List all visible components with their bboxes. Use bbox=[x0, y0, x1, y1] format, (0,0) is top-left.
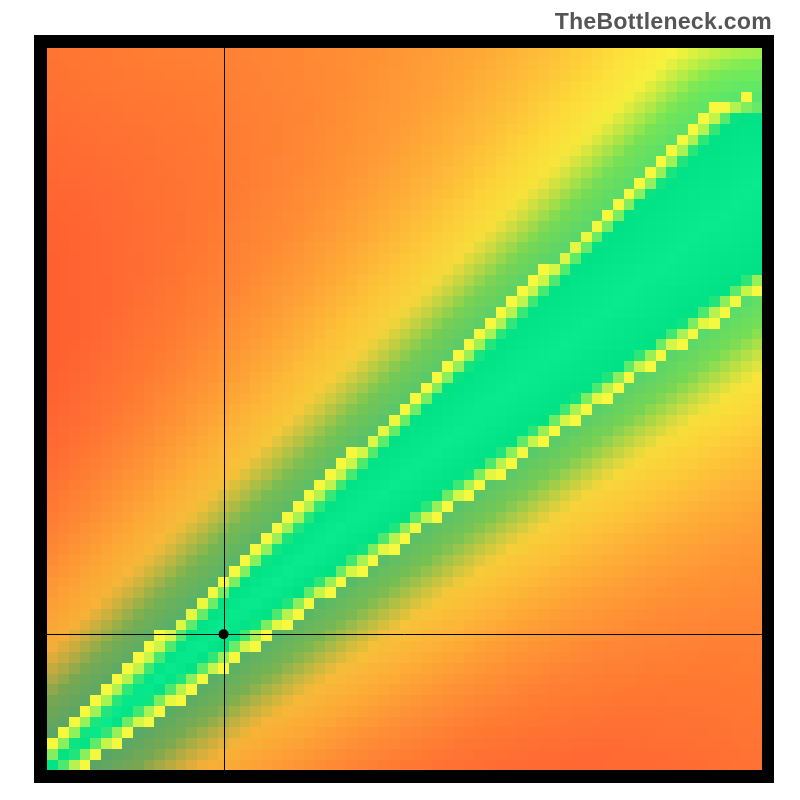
watermark-text: TheBottleneck.com bbox=[555, 8, 772, 35]
crosshair-overlay bbox=[47, 48, 762, 770]
